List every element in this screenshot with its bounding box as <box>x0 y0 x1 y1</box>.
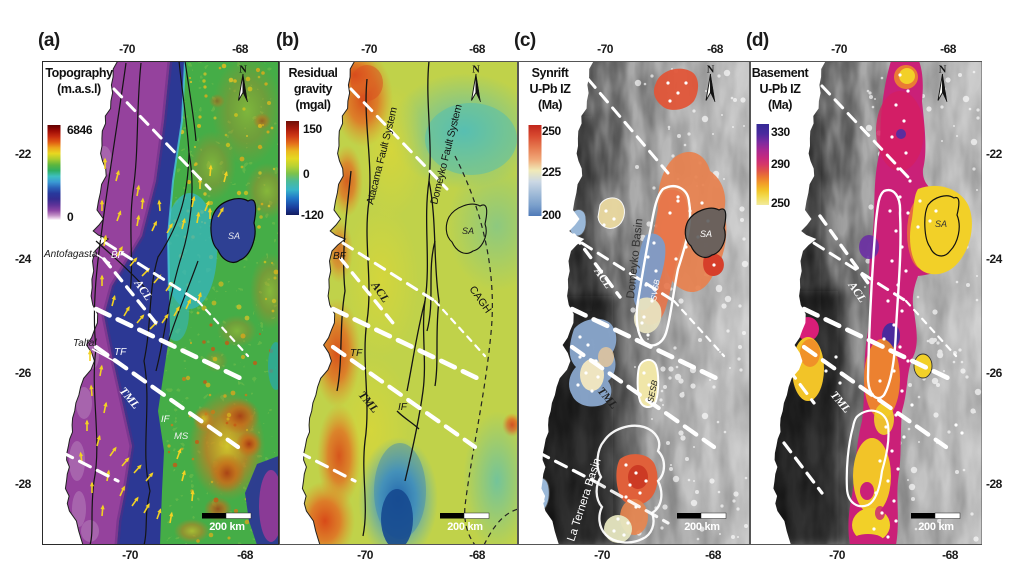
svg-text:200 km: 200 km <box>918 521 954 533</box>
svg-text:(Ma): (Ma) <box>767 98 791 112</box>
svg-text:200 km: 200 km <box>447 521 483 533</box>
svg-text:N: N <box>706 65 714 76</box>
svg-text:TF: TF <box>114 347 127 358</box>
svg-text:0: 0 <box>303 167 310 181</box>
svg-text:6846: 6846 <box>67 123 93 137</box>
svg-text:290: 290 <box>771 157 791 171</box>
svg-text:(m.a.s.l): (m.a.s.l) <box>57 82 101 96</box>
svg-text:(mgal): (mgal) <box>295 98 330 112</box>
svg-text:SA: SA <box>700 229 712 239</box>
svg-text:330: 330 <box>771 125 791 139</box>
svg-text:Topography: Topography <box>45 66 113 80</box>
svg-text:N: N <box>472 65 480 76</box>
svg-text:N: N <box>938 65 946 76</box>
svg-text:BF: BF <box>333 251 347 262</box>
svg-text:MS: MS <box>174 431 189 442</box>
svg-text:Taltal: Taltal <box>73 338 97 349</box>
svg-text:250: 250 <box>771 196 791 210</box>
svg-text:N: N <box>239 65 247 76</box>
svg-text:TF: TF <box>350 348 363 359</box>
svg-text:IF: IF <box>161 414 171 425</box>
svg-text:SVSB: SVSB <box>649 278 662 301</box>
svg-text:BF: BF <box>111 250 125 261</box>
svg-text:-120: -120 <box>301 208 324 222</box>
svg-text:SA: SA <box>462 226 474 236</box>
svg-text:Residual: Residual <box>288 66 337 80</box>
svg-text:IF: IF <box>398 402 408 413</box>
svg-text:Basement: Basement <box>751 66 809 80</box>
svg-text:150: 150 <box>303 122 323 136</box>
svg-text:U-Pb IZ: U-Pb IZ <box>759 82 801 96</box>
svg-text:0: 0 <box>67 210 74 224</box>
svg-text:SA: SA <box>228 231 240 241</box>
svg-text:Synrift: Synrift <box>531 66 569 80</box>
svg-text:SESB: SESB <box>645 379 660 404</box>
svg-text:gravity: gravity <box>293 82 332 96</box>
svg-text:(Ma): (Ma) <box>537 98 561 112</box>
svg-text:250: 250 <box>542 124 562 138</box>
svg-text:200: 200 <box>542 208 562 222</box>
svg-text:U-Pb IZ: U-Pb IZ <box>529 82 571 96</box>
svg-text:200 km: 200 km <box>684 521 720 533</box>
svg-text:Antofagasta: Antofagasta <box>43 249 98 260</box>
svg-text:200 km: 200 km <box>209 521 245 533</box>
svg-text:SA: SA <box>935 219 947 229</box>
svg-text:225: 225 <box>542 165 562 179</box>
